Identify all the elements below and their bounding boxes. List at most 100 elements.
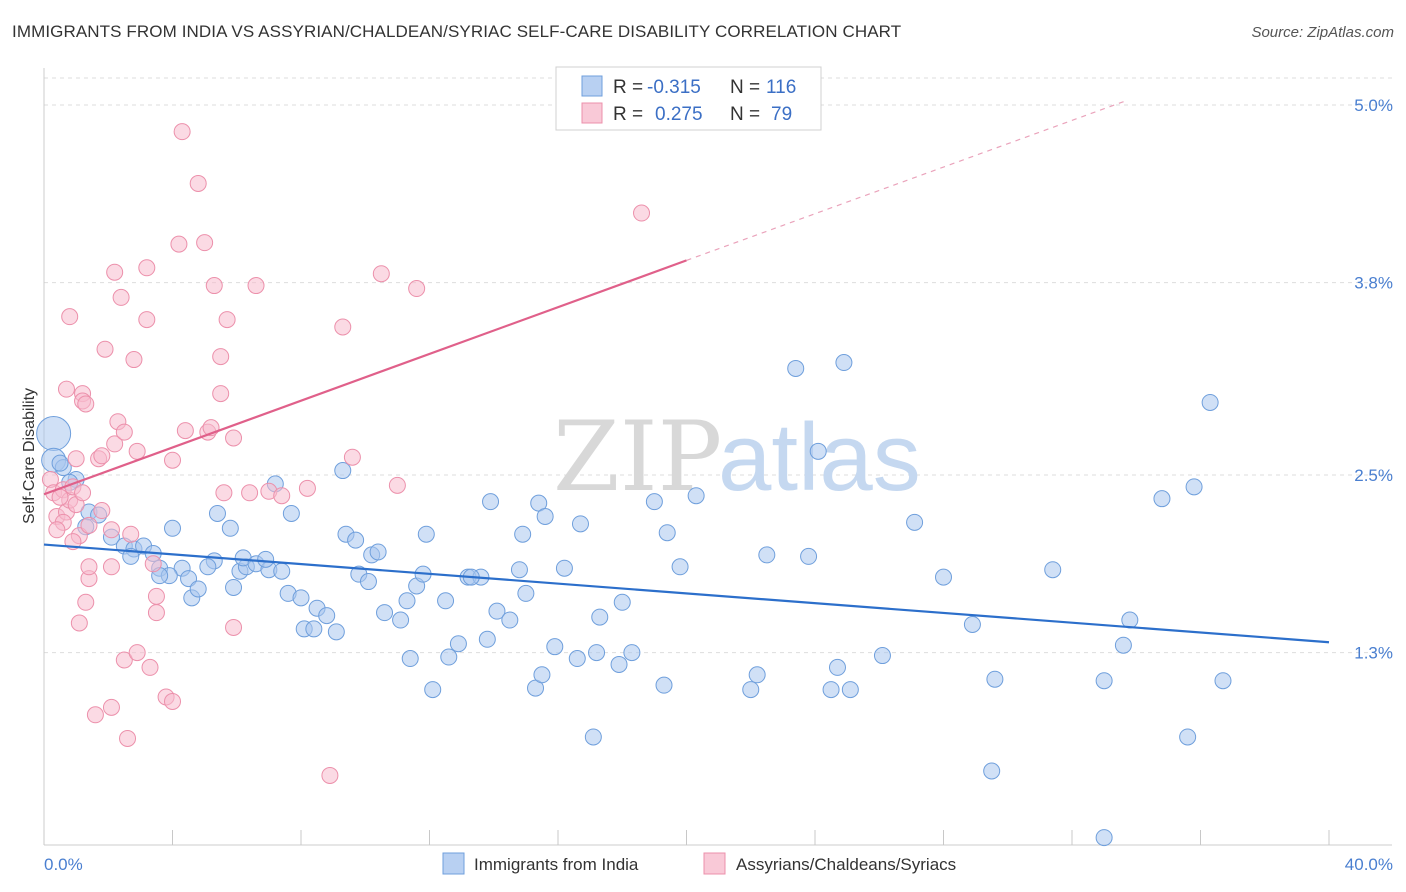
legend-swatch-india (442, 852, 465, 875)
india-point (533, 666, 551, 684)
india-point (221, 519, 239, 537)
assyrian-point (112, 288, 130, 306)
stats-r-value-pink: 0.275 (655, 104, 703, 125)
assyrian-point (70, 614, 88, 632)
stats-n-label-blue: N = (730, 77, 760, 98)
india-point (828, 658, 846, 676)
india-point (546, 638, 564, 656)
assyrian-point (633, 204, 651, 222)
india-point (983, 762, 1001, 780)
india-point (809, 442, 827, 460)
assyrian-point (80, 558, 98, 576)
assyrian-point (74, 484, 92, 502)
india-point (1201, 393, 1219, 411)
india-point (1044, 561, 1062, 579)
india-point (1095, 829, 1113, 847)
india-point (687, 487, 705, 505)
india-point (501, 611, 519, 629)
india-point (1185, 478, 1203, 496)
india-point (906, 513, 924, 531)
assyrian-point (212, 385, 230, 403)
assyrian-point (170, 235, 188, 253)
assyrian-point (93, 502, 111, 520)
assyrian-point (77, 593, 95, 611)
stats-r-label-pink: R = (613, 104, 643, 125)
assyrian-point (173, 123, 191, 141)
india-point (318, 607, 336, 625)
india-point (568, 650, 586, 668)
india-point (398, 592, 416, 610)
india-point (273, 562, 291, 580)
india-point (841, 681, 859, 699)
india-point (571, 515, 589, 533)
india-point (208, 504, 226, 522)
stats-legend: R = -0.315 N = 116 R = 0.275 N = 79 (555, 66, 822, 131)
assyrian-point (321, 766, 339, 784)
assyrian-point (298, 479, 316, 497)
y-axis-label: Self-Care Disability (21, 388, 38, 524)
y-tick-label: 3.8% (1354, 274, 1393, 293)
india-point (555, 559, 573, 577)
india-point (225, 578, 243, 596)
india-point (257, 550, 275, 568)
india-point (1214, 672, 1232, 690)
assyrian-point (196, 234, 214, 252)
assyrian-point (57, 380, 75, 398)
india-point (292, 589, 310, 607)
assyrian-point (102, 558, 120, 576)
stats-n-value-blue: 116 (766, 77, 796, 98)
assyrian-point (408, 280, 426, 298)
stats-n-label-pink: N = (730, 104, 760, 125)
assyrian-trend-line (43, 259, 687, 496)
legend-label-india: Immigrants from India (474, 855, 639, 874)
x-tick-label: 0.0% (44, 855, 83, 874)
assyrian-point (102, 521, 120, 539)
stats-r-label-blue: R = (613, 77, 643, 98)
india-point (787, 359, 805, 377)
india-point (51, 454, 69, 472)
assyrian-point (96, 340, 114, 358)
india-point (449, 635, 467, 653)
assyrian-point (86, 706, 104, 724)
assyrian-point (334, 318, 352, 336)
india-point (488, 602, 506, 620)
legend-swatch-assyrian (703, 852, 726, 875)
assyrian-point (141, 658, 159, 676)
assyrian-point (388, 476, 406, 494)
india-point (873, 647, 891, 665)
assyrian-point (225, 618, 243, 636)
india-point (610, 655, 628, 673)
assyrian-point (102, 698, 120, 716)
assyrian-point (106, 435, 124, 453)
assyrian-point (128, 644, 146, 662)
watermark: ZIP atlas (553, 401, 921, 513)
india-point (347, 531, 365, 549)
india-point (482, 493, 500, 511)
india-point (305, 620, 323, 638)
assyrian-point (122, 525, 140, 543)
assyrian-point (176, 422, 194, 440)
india-point (359, 573, 377, 591)
india-point (658, 524, 676, 542)
india-point (392, 611, 410, 629)
chart-title: IMMIGRANTS FROM INDIA VS ASSYRIAN/CHALDE… (12, 22, 902, 41)
assyrian-point (48, 521, 66, 539)
india-point (822, 681, 840, 699)
india-point (334, 462, 352, 480)
india-point (164, 519, 181, 537)
india-point (424, 681, 442, 699)
assyrian-point (372, 265, 390, 283)
y-tick-label: 1.3% (1354, 644, 1393, 663)
assyrian-point (80, 516, 98, 534)
series-legend: Immigrants from India Assyrians/Chaldean… (442, 852, 956, 875)
india-point (478, 630, 496, 648)
chart-source: Source: ZipAtlas.com (1251, 24, 1394, 41)
india-point (1095, 672, 1113, 690)
india-point (369, 543, 387, 561)
assyrian-point (241, 484, 259, 502)
assyrian-point (343, 448, 361, 466)
india-point (655, 676, 673, 694)
india-point (510, 561, 528, 579)
assyrian-trend-extension (686, 99, 1127, 261)
